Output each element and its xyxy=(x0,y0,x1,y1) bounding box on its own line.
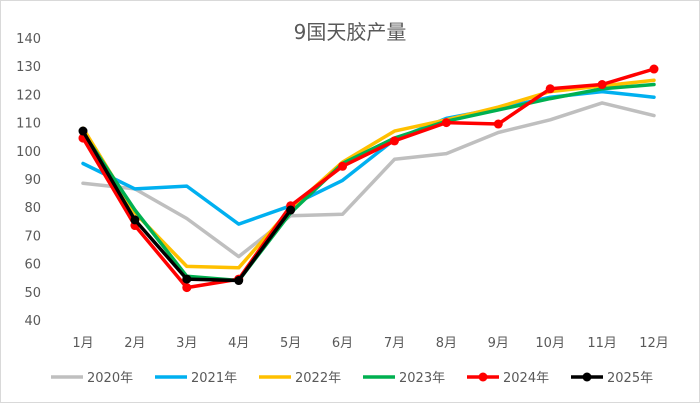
x-tick-label: 11月 xyxy=(587,336,617,351)
data-point xyxy=(597,80,607,90)
series-line xyxy=(81,89,656,226)
x-axis: 1月 2月 3月 4月 5月 6月 7月 8月 9月 10月 11月 12月 xyxy=(72,336,668,351)
legend-label: 2023年 xyxy=(399,371,445,386)
y-tick-label: 70 xyxy=(24,229,41,244)
data-point xyxy=(493,119,503,129)
y-tick-label: 140 xyxy=(16,32,41,47)
data-point xyxy=(441,118,451,128)
legend-label: 2022年 xyxy=(295,371,341,386)
data-point xyxy=(649,64,659,74)
x-tick-label: 3月 xyxy=(176,336,197,351)
legend-item: 2021年 xyxy=(155,371,237,386)
data-point xyxy=(78,126,88,136)
x-tick-label: 1月 xyxy=(72,336,93,351)
data-point xyxy=(338,161,348,171)
data-point xyxy=(389,136,399,146)
y-axis: 40 50 60 70 80 90 100 110 120 130 140 xyxy=(16,32,41,329)
y-tick-label: 40 xyxy=(24,314,41,329)
x-tick-label: 8月 xyxy=(436,336,457,351)
x-tick-label: 5月 xyxy=(280,336,301,351)
data-point xyxy=(130,215,140,225)
x-tick-label: 9月 xyxy=(488,336,509,351)
x-tick-label: 10月 xyxy=(535,336,565,351)
legend-item: 2020年 xyxy=(51,371,133,386)
y-tick-label: 130 xyxy=(16,60,41,75)
series-layer xyxy=(78,64,659,293)
legend-label: 2020年 xyxy=(87,371,133,386)
legend-item: 2022年 xyxy=(259,371,341,386)
legend-label: 2025年 xyxy=(607,371,653,386)
x-tick-label: 7月 xyxy=(384,336,405,351)
series-line xyxy=(81,67,656,290)
data-point xyxy=(182,274,192,284)
legend-item: 2025年 xyxy=(571,371,653,386)
data-point xyxy=(234,276,244,286)
y-tick-label: 110 xyxy=(16,117,41,132)
y-tick-label: 50 xyxy=(24,286,41,301)
legend: 2020年 2021年 2022年 2023年 2024年 2025年 xyxy=(51,371,653,386)
data-point xyxy=(286,205,296,215)
legend-item: 2024年 xyxy=(467,371,549,386)
legend-label: 2021年 xyxy=(191,371,237,386)
x-tick-label: 12月 xyxy=(639,336,669,351)
y-tick-label: 60 xyxy=(24,258,41,273)
series-2021年 xyxy=(81,89,656,226)
series-2022年 xyxy=(81,78,656,270)
y-tick-label: 90 xyxy=(24,173,41,188)
series-2020年 xyxy=(81,101,656,259)
series-line xyxy=(81,78,656,270)
series-2023年 xyxy=(81,82,656,283)
y-tick-label: 80 xyxy=(24,201,41,216)
series-line xyxy=(81,101,656,259)
legend-label: 2024年 xyxy=(503,371,549,386)
x-tick-label: 4月 xyxy=(228,336,249,351)
legend-item: 2023年 xyxy=(363,371,445,386)
y-tick-label: 100 xyxy=(16,145,41,160)
data-point xyxy=(545,84,555,94)
series-line xyxy=(81,82,656,283)
data-point xyxy=(182,283,192,293)
series-line xyxy=(81,129,293,283)
chart-title: 9国天胶产量 xyxy=(294,20,407,44)
series-2025年 xyxy=(78,126,296,286)
series-2024年 xyxy=(78,64,659,293)
legend-marker xyxy=(582,372,592,382)
legend-marker xyxy=(478,372,488,382)
x-tick-label: 2月 xyxy=(124,336,145,351)
y-tick-label: 120 xyxy=(16,88,41,103)
x-tick-label: 6月 xyxy=(332,336,353,351)
